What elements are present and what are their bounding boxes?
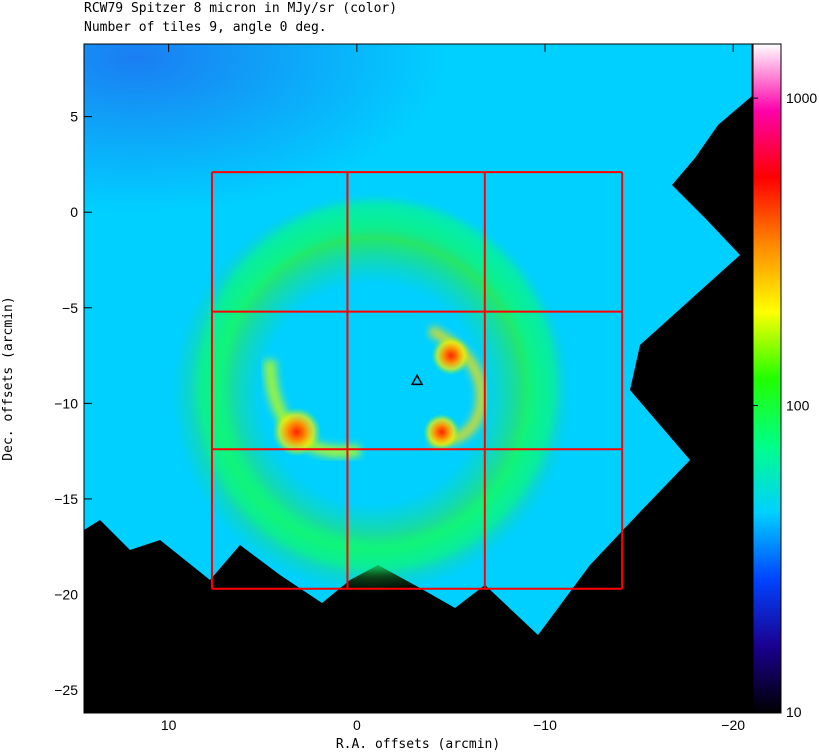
y-tick-label: 5	[70, 109, 78, 125]
y-axis-label: Dec. offsets (arcmin)	[1, 296, 16, 460]
chart-subtitle: Number of tiles 9, angle 0 deg.	[84, 20, 327, 35]
x-tick-label: −20	[721, 717, 745, 733]
y-tick-label: −15	[54, 491, 78, 507]
y-tick-label: −5	[62, 300, 78, 316]
colorbar-gradient	[752, 43, 782, 714]
hot-spot	[272, 407, 322, 457]
plot-frame	[83, 43, 753, 714]
colorbar-tick-label: 100	[786, 398, 810, 414]
tile-grid	[210, 171, 624, 590]
hot-spot	[423, 413, 460, 451]
y-tick-label: −10	[54, 395, 78, 411]
y-tick-label: −20	[54, 586, 78, 602]
axes: 10 0 −10 −20 5 0 −5 −10 −15 −20 −25 R.A. offsets (a…	[1, 43, 753, 752]
colorbar-tick-label: 10	[786, 704, 802, 720]
emission-shell	[171, 193, 572, 594]
hot-spot	[431, 336, 471, 376]
x-axis-label: R.A. offsets (arcmin)	[336, 737, 500, 752]
x-tick-label: 10	[161, 717, 177, 733]
chart-title: RCW79 Spitzer 8 micron in MJy/sr (color)	[84, 1, 398, 16]
y-tick-label: −25	[54, 682, 78, 698]
x-tick-label: −10	[533, 717, 557, 733]
intensity-map	[84, 44, 752, 713]
source-marker-triangle	[410, 373, 424, 386]
colorbar: 10 100 1000	[752, 43, 817, 720]
y-tick-label: 0	[70, 204, 78, 220]
colorbar-tick-label: 1000	[786, 90, 817, 106]
x-tick-label: 0	[353, 717, 361, 733]
